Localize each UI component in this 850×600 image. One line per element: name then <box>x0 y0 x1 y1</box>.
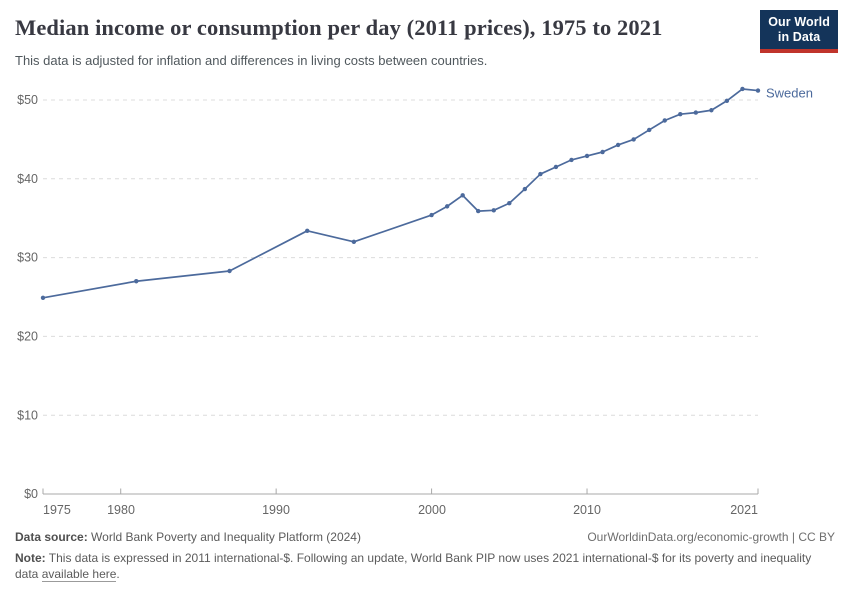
note-period: . <box>116 566 120 581</box>
y-axis-tick-label: $50 <box>17 93 38 107</box>
axis-labels: $0 $10 $20 $30 $40 $50 1975 1980 1990 20… <box>17 93 758 517</box>
owid-logo-line2: in Data <box>777 30 821 44</box>
owid-logo-line1: Our World <box>768 15 830 29</box>
credit-line: OurWorldinData.org/economic-growth | CC … <box>587 530 835 544</box>
data-source-label: Data source: <box>15 530 88 544</box>
note-text: This data is expressed in 2011 internati… <box>15 551 812 581</box>
y-axis-tick-label: $40 <box>17 172 38 186</box>
y-axis-tick-label: $10 <box>17 409 38 423</box>
x-axis-tick-label: 2021 <box>730 503 758 517</box>
chart-note: Note: This data is expressed in 2011 int… <box>15 551 837 582</box>
y-axis-tick-label: $30 <box>17 251 38 265</box>
chart-title: Median income or consumption per day (20… <box>15 15 663 40</box>
available-here-link[interactable]: available here <box>41 566 117 582</box>
note-label: Note: <box>15 551 46 565</box>
x-axis-tick-label: 1990 <box>262 503 290 517</box>
x-axis-tick-label: 1975 <box>43 503 71 517</box>
data-source-text: World Bank Poverty and Inequality Platfo… <box>91 530 361 544</box>
y-axis-tick-label: $0 <box>24 487 38 501</box>
y-axis-tick-label: $20 <box>17 330 38 344</box>
chart-footer: Data source: World Bank Poverty and Ineq… <box>15 530 835 582</box>
x-axis-tick-label: 2000 <box>418 503 446 517</box>
owid-logo: Our World in Data <box>760 10 838 53</box>
gridlines <box>42 99 759 495</box>
series-label-sweden: Sweden <box>766 86 813 101</box>
line-chart: $0 $10 $20 $30 $40 $50 1975 1980 1990 20… <box>17 86 813 518</box>
x-axis-tick-label: 1980 <box>107 503 135 517</box>
chart-subtitle: This data is adjusted for inflation and … <box>15 53 488 68</box>
plot-area <box>40 86 761 300</box>
x-axis-tick-label: 2010 <box>573 503 601 517</box>
data-source: Data source: World Bank Poverty and Ineq… <box>15 530 361 544</box>
